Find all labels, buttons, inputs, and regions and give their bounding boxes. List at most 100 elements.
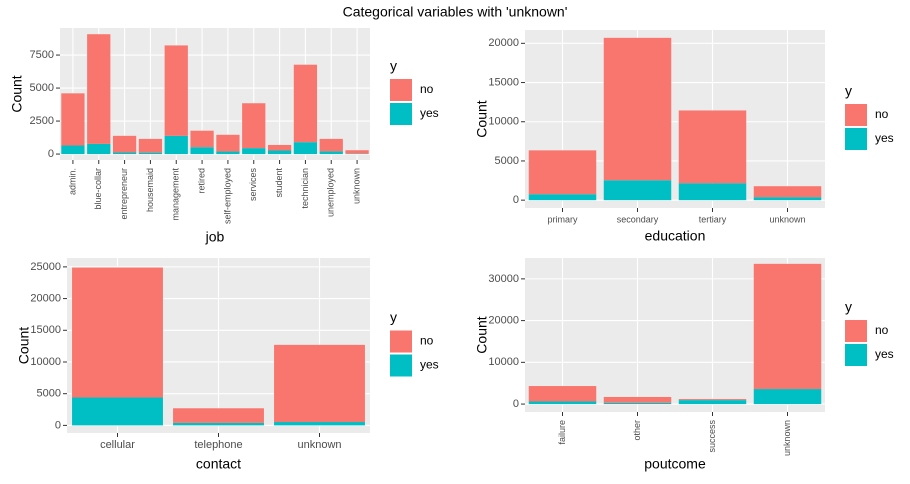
bar-segment	[294, 142, 317, 154]
bar-segment	[604, 397, 672, 403]
legend-key	[390, 331, 412, 353]
bar-segment	[113, 136, 136, 153]
y-tick-label: 30000	[488, 273, 519, 285]
bar-segment	[61, 93, 84, 145]
legend-key	[845, 128, 867, 150]
y-tick-label: 15000	[30, 324, 61, 336]
x-tick-label: tertiary	[699, 214, 727, 224]
x-tick-label: other	[632, 420, 642, 441]
bar-segment	[274, 345, 365, 422]
y-axis-title: Count	[474, 316, 490, 353]
y-axis-title: Count	[9, 75, 25, 112]
y-axis-title: Count	[474, 100, 490, 137]
bar-segment	[268, 145, 291, 151]
y-tick-label: 10000	[488, 356, 519, 368]
bar-segment	[320, 151, 343, 154]
x-tick-label: unknown	[297, 439, 341, 451]
bar-segment	[216, 152, 239, 155]
y-tick-label: 5000	[495, 155, 519, 167]
bar-segment	[173, 408, 264, 423]
bar-segment	[113, 152, 136, 154]
legend-title: y	[845, 83, 852, 99]
x-axis-title: education	[645, 228, 706, 244]
y-tick-label: 0	[513, 398, 519, 410]
x-tick-label: student	[274, 168, 284, 198]
y-tick-label: 0	[513, 194, 519, 206]
bar-segment	[754, 264, 822, 389]
x-axis-title: contact	[196, 456, 241, 472]
x-tick-label: self-employed	[222, 168, 232, 224]
y-tick-label: 10000	[30, 356, 61, 368]
x-tick-label: primary	[547, 214, 578, 224]
x-tick-label: unknown	[769, 214, 805, 224]
bar-segment	[87, 144, 110, 154]
bar-segment	[72, 268, 163, 398]
x-tick-label: success	[707, 420, 717, 453]
bar-segment	[190, 131, 213, 148]
x-tick-label: blue-collar	[93, 168, 103, 210]
bar-segment	[320, 139, 343, 152]
bar-segment	[529, 150, 597, 194]
y-tick-label: 0	[48, 148, 54, 160]
legend-label: no	[420, 82, 434, 96]
x-tick-label: unknown	[782, 420, 792, 456]
x-tick-label: retired	[196, 168, 206, 194]
bar-segment	[173, 423, 264, 425]
bar-segment	[165, 45, 188, 135]
x-tick-label: failure	[557, 420, 567, 445]
bar-segment	[72, 397, 163, 425]
bar-segment	[61, 145, 84, 154]
y-tick-label: 2500	[30, 115, 54, 127]
legend-label: yes	[420, 358, 439, 372]
legend-key	[390, 355, 412, 377]
y-tick-label: 15000	[488, 76, 519, 88]
x-tick-label: unemployed	[326, 168, 336, 217]
bar-segment	[87, 34, 110, 144]
bar-segment	[679, 110, 747, 183]
x-tick-label: telephone	[194, 439, 242, 451]
bar-segment	[679, 400, 747, 404]
bar-segment	[242, 103, 265, 148]
bar-segment	[529, 401, 597, 404]
y-axis-title: Count	[16, 327, 32, 364]
y-tick-label: 0	[55, 419, 61, 431]
bar-segment	[604, 180, 672, 200]
bar-segment	[529, 194, 597, 200]
bar-segment	[679, 399, 747, 400]
y-tick-label: 25000	[30, 261, 61, 273]
y-tick-label: 10000	[488, 116, 519, 128]
legend-label: no	[420, 334, 434, 348]
legend-key	[845, 104, 867, 126]
bar-segment	[679, 183, 747, 200]
x-tick-label: unknown	[351, 168, 361, 204]
legend-label: yes	[875, 347, 894, 361]
y-tick-label: 5000	[30, 82, 54, 94]
legend-key	[390, 103, 412, 125]
x-tick-label: technician	[300, 168, 310, 209]
x-axis-title: poutcome	[644, 456, 706, 472]
bar-segment	[754, 389, 822, 404]
bar-segment	[190, 147, 213, 154]
legend-title: y	[390, 58, 397, 74]
bar-segment	[754, 197, 822, 200]
y-tick-label: 20000	[488, 315, 519, 327]
bar-segment	[604, 38, 672, 180]
legend-key	[845, 344, 867, 366]
bar-segment	[754, 186, 822, 197]
bar-segment	[604, 403, 672, 404]
bar-segment	[216, 135, 239, 152]
bar-segment	[268, 150, 291, 154]
legend-key	[845, 320, 867, 342]
bar-segment	[345, 150, 368, 153]
y-tick-label: 5000	[37, 388, 61, 400]
y-tick-label: 20000	[488, 37, 519, 49]
legend-title: y	[845, 299, 852, 315]
x-axis-title: job	[205, 229, 225, 245]
legend-label: no	[875, 323, 889, 337]
legend-label: no	[875, 107, 889, 121]
bar-segment	[529, 386, 597, 401]
legend-label: yes	[420, 106, 439, 120]
y-tick-label: 7500	[30, 49, 54, 61]
bar-segment	[242, 148, 265, 154]
bar-segment	[139, 153, 162, 154]
